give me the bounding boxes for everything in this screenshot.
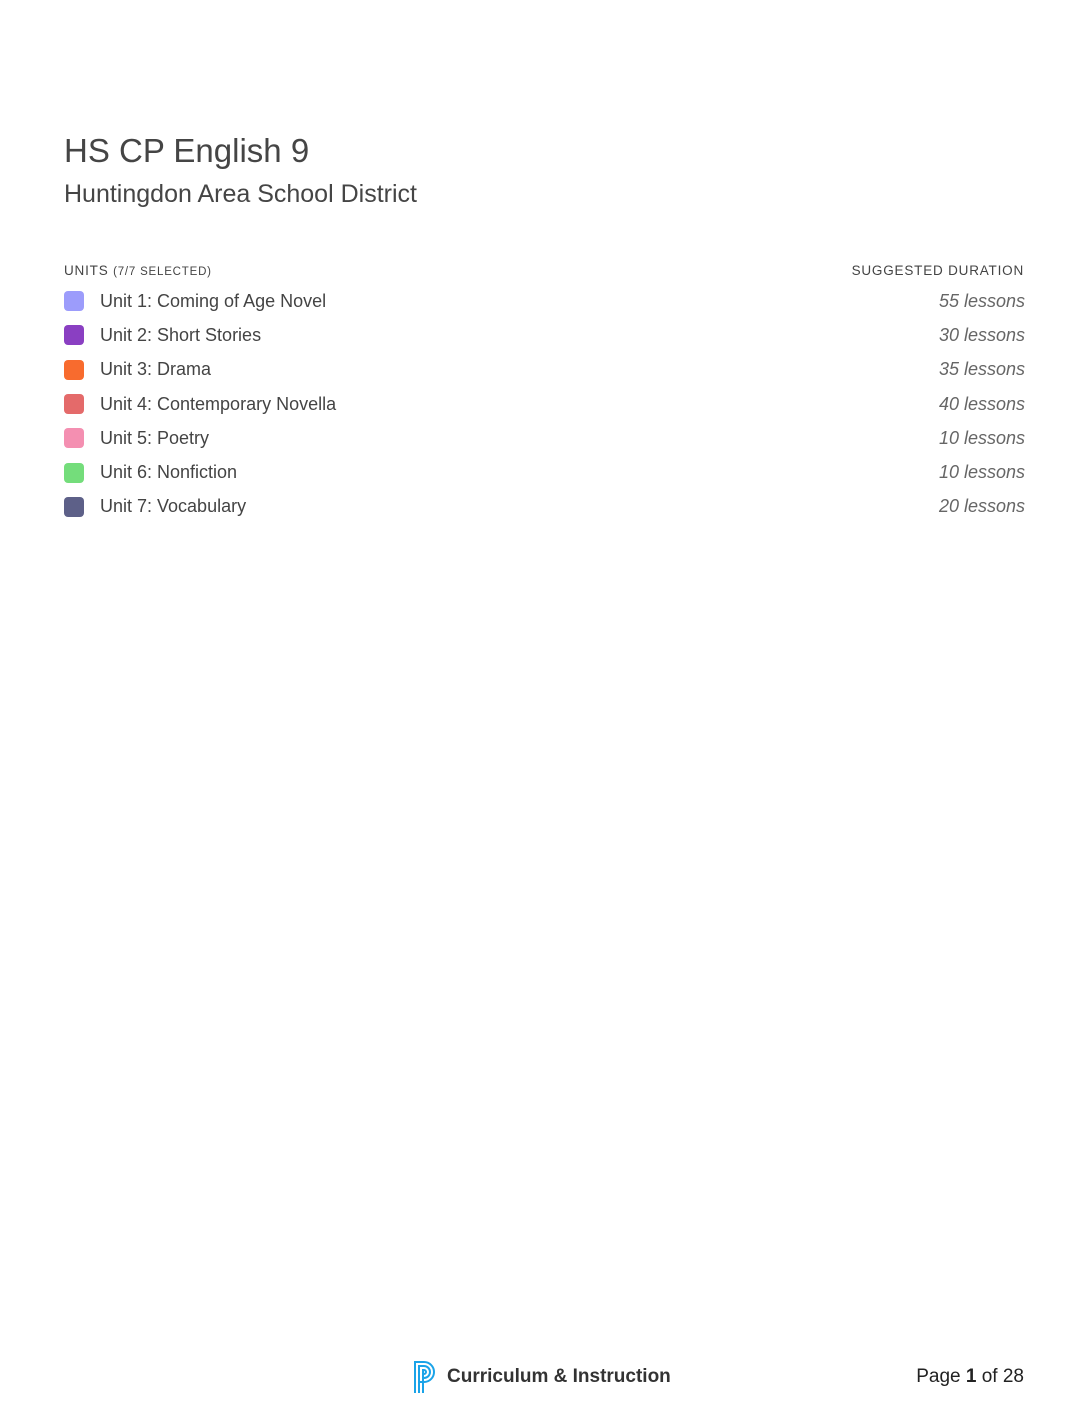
unit-duration: 40 lessons	[938, 393, 1025, 414]
units-list: Unit 1: Coming of Age Novel 55 lessons Uni…	[64, 284, 1025, 524]
unit-color-swatch	[64, 462, 84, 483]
unit-color-swatch	[64, 496, 84, 517]
unit-row: Unit 6: Nonfiction 10 lessons	[64, 455, 1025, 489]
unit-duration: 10 lessons	[938, 427, 1025, 448]
unit-color-swatch	[64, 394, 84, 415]
units-header: UNITS (7/7 SELECTED)	[64, 263, 212, 278]
brand-name: Curriculum & Instruction	[447, 1366, 671, 1387]
unit-duration: 10 lessons	[938, 462, 1025, 483]
page-total: 28	[1002, 1366, 1024, 1387]
unit-name: Unit 6: Nonfiction	[100, 462, 238, 483]
unit-row: Unit 5: Poetry 10 lessons	[64, 421, 1025, 455]
unit-color-swatch	[64, 291, 84, 312]
duration-header: SUGGESTED DURATION	[851, 263, 1024, 278]
units-label: UNITS	[64, 263, 109, 278]
page-prefix: Page	[916, 1366, 961, 1387]
unit-color-swatch	[64, 359, 84, 380]
unit-color-swatch	[64, 325, 84, 346]
footer-brand: Curriculum & Instruction	[413, 1360, 671, 1394]
unit-duration: 55 lessons	[938, 290, 1025, 311]
district-name: Huntingdon Area School District	[64, 180, 417, 208]
unit-row: Unit 4: Contemporary Novella 40 lessons	[64, 387, 1025, 421]
page-sep: of	[981, 1366, 998, 1387]
unit-duration: 30 lessons	[938, 324, 1025, 345]
unit-duration: 35 lessons	[938, 359, 1025, 380]
unit-name: Unit 3: Drama	[100, 359, 212, 380]
document-title: HS CP English 9	[64, 132, 310, 169]
unit-color-swatch	[64, 428, 84, 449]
unit-row: Unit 2: Short Stories 30 lessons	[64, 318, 1025, 352]
unit-name: Unit 7: Vocabulary	[100, 496, 247, 517]
unit-name: Unit 1: Coming of Age Novel	[100, 290, 327, 311]
curriculum-logo-icon	[414, 1361, 435, 1393]
unit-name: Unit 4: Contemporary Novella	[100, 393, 337, 414]
units-selected-count: (7/7 SELECTED)	[113, 266, 212, 278]
unit-name: Unit 2: Short Stories	[100, 324, 262, 345]
unit-row: Unit 7: Vocabulary 20 lessons	[64, 490, 1025, 524]
unit-duration: 20 lessons	[938, 496, 1025, 517]
unit-row: Unit 1: Coming of Age Novel 55 lessons	[64, 284, 1025, 318]
unit-name: Unit 5: Poetry	[100, 427, 210, 448]
unit-row: Unit 3: Drama 35 lessons	[64, 353, 1025, 387]
page-number: Page 1 of 28	[916, 1366, 1024, 1388]
page-current: 1	[965, 1366, 977, 1387]
